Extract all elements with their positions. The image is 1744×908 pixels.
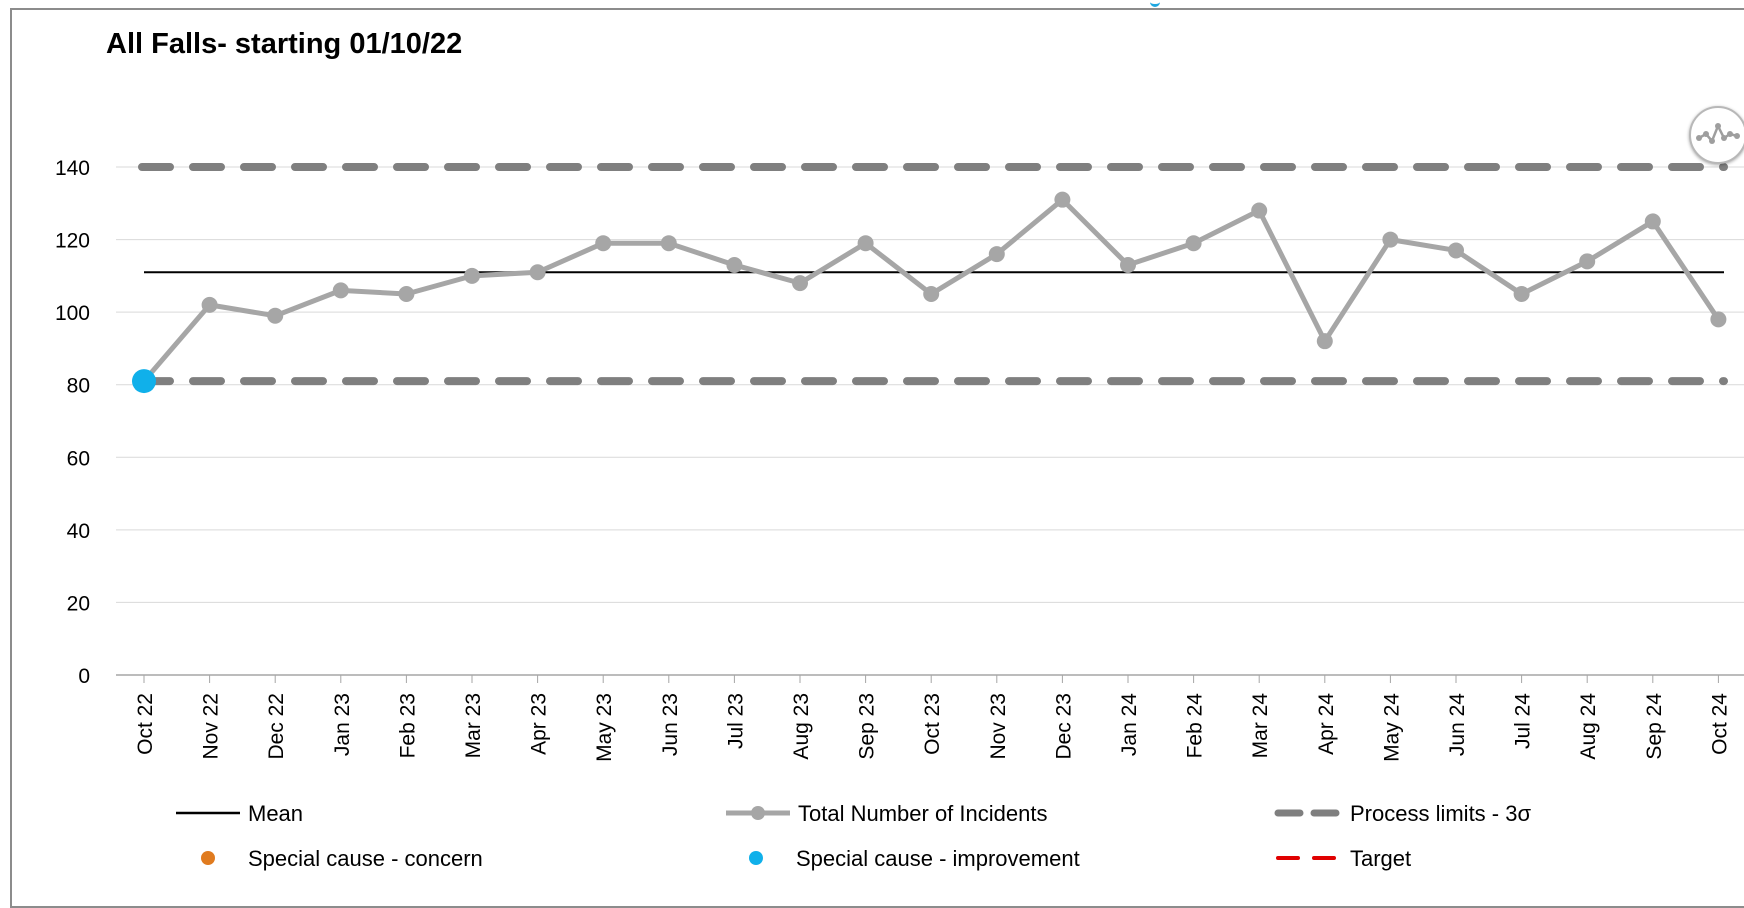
data-point [660, 235, 677, 252]
legend-item: Process limits - 3σ [1274, 801, 1531, 826]
spc-variation-icon [1689, 106, 1744, 164]
data-point [1316, 333, 1333, 350]
legend-swatch [201, 851, 215, 865]
y-tick-label: 40 [67, 520, 90, 543]
x-tick-label: Nov 22 [200, 693, 223, 760]
x-tick-label: May 24 [1380, 693, 1403, 762]
data-point [201, 296, 218, 313]
data-point [1185, 235, 1202, 252]
x-tick-label: Dec 22 [265, 693, 288, 760]
y-tick-label: 80 [67, 375, 90, 398]
legend-label: Special cause - improvement [796, 846, 1080, 871]
data-point [1579, 253, 1596, 270]
y-tick-label: 60 [67, 447, 90, 470]
x-tick-label: Sep 24 [1643, 693, 1666, 760]
legend-label: Total Number of Incidents [798, 801, 1047, 826]
data-point [1448, 242, 1464, 259]
x-tick-label: Apr 23 [528, 693, 551, 755]
data-point [398, 286, 415, 302]
y-tick-label: 140 [55, 157, 90, 180]
x-tick-label: Jul 23 [724, 693, 747, 749]
x-tick-label: Jan 23 [331, 693, 354, 756]
data-point [857, 235, 874, 252]
y-tick-label: 100 [55, 302, 90, 325]
x-tick-label: Jul 24 [1512, 693, 1535, 749]
x-tick-label: Sep 23 [856, 693, 879, 760]
x-tick-label: Apr 24 [1315, 693, 1338, 755]
data-point [1513, 286, 1530, 302]
x-tick-label: Dec 23 [1052, 693, 1075, 760]
legend-item: Total Number of Incidents [726, 801, 1047, 826]
y-tick-label: 20 [67, 592, 90, 615]
x-tick-label: Jan 24 [1118, 693, 1141, 756]
legend-label: Process limits - 3σ [1350, 801, 1531, 826]
data-point [464, 267, 480, 284]
data-point [529, 264, 546, 281]
legend-item: Mean [176, 801, 303, 826]
legend-item: Special cause - improvement [749, 846, 1080, 871]
data-point [1251, 202, 1268, 219]
legend-swatch [749, 851, 763, 865]
legend-label: Special cause - concern [248, 846, 483, 871]
x-tick-label: May 23 [593, 693, 616, 762]
x-tick-label: Aug 24 [1577, 693, 1600, 760]
data-point [1120, 256, 1136, 273]
x-tick-label: Oct 22 [134, 693, 157, 755]
data-point [726, 256, 743, 273]
data-point [332, 282, 349, 299]
x-tick-label: Mar 23 [462, 693, 485, 758]
data-point [988, 246, 1005, 263]
x-tick-label: Oct 23 [921, 693, 944, 755]
y-tick-label: 120 [55, 230, 90, 253]
x-tick-label: Oct 24 [1708, 693, 1731, 755]
legend-item: Special cause - concern [201, 846, 483, 871]
data-point [923, 286, 940, 302]
x-tick-label: Aug 23 [790, 693, 813, 760]
legend-label: Target [1350, 846, 1411, 871]
chart-plot: 0 20 40 60 80 100 120 140 Oct 22 Nov 22 Dec 22 Jan… [55, 157, 1744, 871]
x-tick-label: Jun 23 [659, 693, 682, 756]
x-tick-label: Feb 24 [1184, 693, 1207, 759]
legend-item: Target [1276, 846, 1411, 871]
data-point [1382, 231, 1399, 248]
chart-title: All Falls- starting 01/10/22 [106, 28, 463, 60]
data-point [595, 235, 612, 252]
special-cause-improvement-point [132, 369, 156, 394]
data-point [1644, 213, 1661, 230]
top-edge-mark [1150, 0, 1160, 7]
data-point [267, 307, 284, 324]
data-point [1710, 311, 1727, 328]
data-point [792, 275, 808, 292]
x-tick-label: Jun 24 [1446, 693, 1469, 756]
data-point [1054, 191, 1071, 208]
legend-swatch-marker [751, 806, 765, 820]
x-tick-label: Mar 24 [1249, 693, 1272, 759]
x-tick-label: Nov 23 [987, 693, 1010, 760]
x-tick-label: Feb 23 [396, 693, 419, 758]
y-tick-label: 0 [78, 665, 90, 688]
legend-label: Mean [248, 801, 303, 826]
